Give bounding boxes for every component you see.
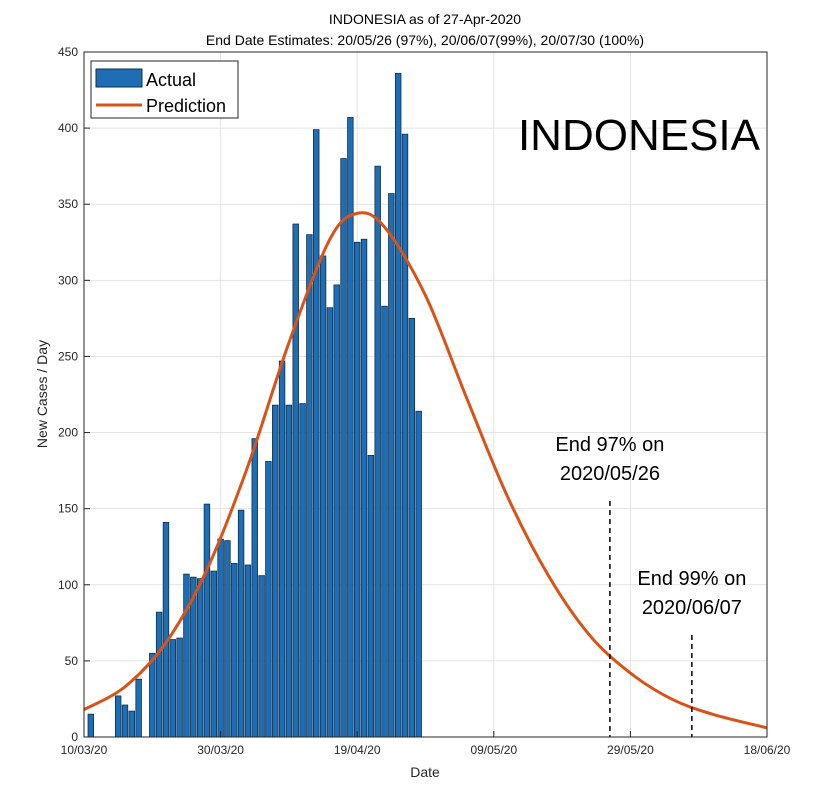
y-tick-label: 450 xyxy=(58,45,78,59)
legend: Actual Prediction xyxy=(90,60,239,119)
bar xyxy=(388,193,395,738)
bar xyxy=(183,573,190,738)
bar xyxy=(374,165,381,738)
legend-label-prediction: Prediction xyxy=(146,96,226,116)
x-tick-label: 30/03/20 xyxy=(197,743,244,757)
bar xyxy=(237,509,245,738)
bar xyxy=(415,410,422,738)
annotations: End 97% on 2020/05/26 End 99% on 2020/06/07 xyxy=(555,434,746,737)
legend-label-actual: Actual xyxy=(146,70,196,90)
bar xyxy=(408,317,416,738)
x-axis-ticks: 10/03/20 30/03/20 19/04/20 09/05/20 29/05/20… xyxy=(61,731,791,757)
annotation-line1: End 97% on xyxy=(555,434,664,456)
bar xyxy=(114,695,122,738)
bar xyxy=(169,639,176,738)
y-tick-label: 200 xyxy=(58,426,78,440)
y-axis-ticks: 0 50 100 150 200 250 300 350 400 450 xyxy=(58,45,90,744)
y-tick-label: 350 xyxy=(58,197,78,211)
bar xyxy=(326,307,334,738)
annotation-line2: 2020/06/07 xyxy=(642,597,742,619)
bar xyxy=(285,404,293,738)
bar xyxy=(347,117,354,738)
bar xyxy=(121,704,129,738)
x-tick-label: 19/04/20 xyxy=(334,743,381,757)
country-label: INDONESIA xyxy=(518,111,761,160)
chart-subtitle: End Date Estimates: 20/05/26 (97%), 20/0… xyxy=(206,32,644,48)
bar xyxy=(258,575,265,738)
y-tick-label: 100 xyxy=(58,578,78,592)
bar xyxy=(176,637,183,738)
bar xyxy=(306,234,313,738)
plot-frame xyxy=(83,51,768,738)
bar xyxy=(299,403,306,738)
y-axis-label: New Cases / Day xyxy=(34,340,50,448)
bar xyxy=(87,713,95,738)
annotation-line2: 2020/05/26 xyxy=(560,463,660,485)
x-tick-label: 10/03/20 xyxy=(61,743,108,757)
bar xyxy=(381,305,388,738)
x-tick-label: 18/06/20 xyxy=(744,743,791,757)
bar xyxy=(401,133,409,738)
bar xyxy=(360,238,368,738)
bar xyxy=(394,72,402,738)
bar xyxy=(224,540,231,738)
bar xyxy=(210,570,217,738)
prediction-line xyxy=(83,211,768,730)
bar xyxy=(244,564,252,738)
x-tick-label: 29/05/20 xyxy=(607,743,654,757)
bar xyxy=(128,710,136,738)
bar xyxy=(278,360,286,738)
y-tick-label: 0 xyxy=(71,730,78,744)
bar xyxy=(135,678,142,738)
bar xyxy=(367,454,375,738)
bar xyxy=(313,129,320,738)
bar xyxy=(196,578,204,738)
bar xyxy=(353,241,361,738)
bar xyxy=(319,255,327,738)
bar xyxy=(231,563,238,738)
y-tick-label: 300 xyxy=(58,273,78,287)
y-tick-label: 250 xyxy=(58,349,78,363)
bar xyxy=(333,284,340,738)
annotation-line1: End 99% on xyxy=(637,568,746,590)
y-tick-label: 50 xyxy=(65,654,79,668)
bar xyxy=(251,438,258,738)
bar xyxy=(265,461,272,738)
chart-title: INDONESIA as of 27-Apr-2020 xyxy=(329,11,521,27)
bar xyxy=(340,158,347,738)
x-axis-label: Date xyxy=(410,764,440,780)
bar xyxy=(217,538,224,738)
bar xyxy=(272,404,279,738)
bar xyxy=(162,521,170,738)
y-tick-label: 150 xyxy=(58,502,78,516)
bar-series-actual xyxy=(87,72,422,738)
bar xyxy=(155,611,163,738)
bar xyxy=(203,503,211,738)
legend-swatch-actual xyxy=(95,68,143,88)
bar xyxy=(292,223,299,738)
x-tick-label: 09/05/20 xyxy=(470,743,517,757)
bar xyxy=(149,652,156,738)
y-tick-label: 400 xyxy=(58,121,78,135)
